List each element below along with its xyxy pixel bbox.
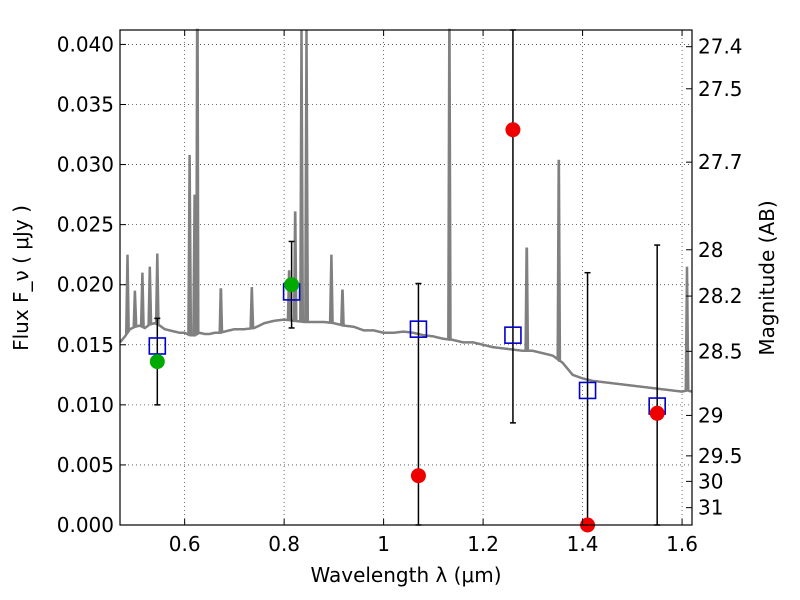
y-tick-label: 0.040 xyxy=(57,32,114,56)
mag-tick-label: 29.5 xyxy=(698,444,743,468)
y-axis-label: Flux F_ν ( μJy ) xyxy=(9,205,33,351)
model-photometry-point xyxy=(578,381,597,400)
mag-tick-label: 27.5 xyxy=(698,77,743,101)
model-photometry-point xyxy=(409,320,428,338)
ticks-layer: 0.6 0.8 1 1.2 1.4 1.6 0.000 0.005 0.010 0.015 0.02… xyxy=(57,30,743,556)
low-sn-point xyxy=(410,468,426,484)
mag-tick-label: 27.7 xyxy=(698,150,743,174)
mag-tick-label: 29 xyxy=(698,403,723,427)
y-tick-label: 0.030 xyxy=(57,153,114,177)
y-tick-label: 0.035 xyxy=(57,92,114,116)
y-tick-label: 0.000 xyxy=(57,513,114,537)
mag-tick-label: 30 xyxy=(698,469,723,493)
detection-point xyxy=(149,354,165,370)
mag-tick-label: 31 xyxy=(698,496,723,520)
x-tick-label: 1 xyxy=(377,532,390,556)
low-sn-point xyxy=(649,405,665,421)
y-tick-label: 0.025 xyxy=(57,213,114,237)
model-photometry-point xyxy=(504,326,522,344)
plot-background xyxy=(120,30,692,525)
y-tick-label: 0.020 xyxy=(57,273,114,297)
mag-tick-label: 28.5 xyxy=(698,339,743,363)
plot-frame xyxy=(119,29,693,526)
x-tick-label: 1.4 xyxy=(567,532,599,556)
x-tick-label: 0.6 xyxy=(169,532,201,556)
x-axis-label: Wavelength λ (μm) xyxy=(310,563,501,587)
detection-point xyxy=(284,277,300,293)
y-tick-label: 0.015 xyxy=(57,333,114,357)
model-spectrum-line xyxy=(119,28,693,393)
x-tick-label: 1.2 xyxy=(467,532,499,556)
x-tick-label: 0.8 xyxy=(268,532,300,556)
mag-tick-label: 27.4 xyxy=(698,35,743,59)
y-tick-label: 0.010 xyxy=(57,393,114,417)
y-tick-label: 0.005 xyxy=(57,453,114,477)
low-sn-point xyxy=(505,122,521,138)
mag-tick-label: 28 xyxy=(698,238,723,262)
x-tick-label: 1.6 xyxy=(666,532,698,556)
y-axis-right-label: Magnitude (AB) xyxy=(755,200,779,355)
model-photometry-point xyxy=(148,337,167,355)
mag-tick-label: 28.2 xyxy=(698,284,743,308)
